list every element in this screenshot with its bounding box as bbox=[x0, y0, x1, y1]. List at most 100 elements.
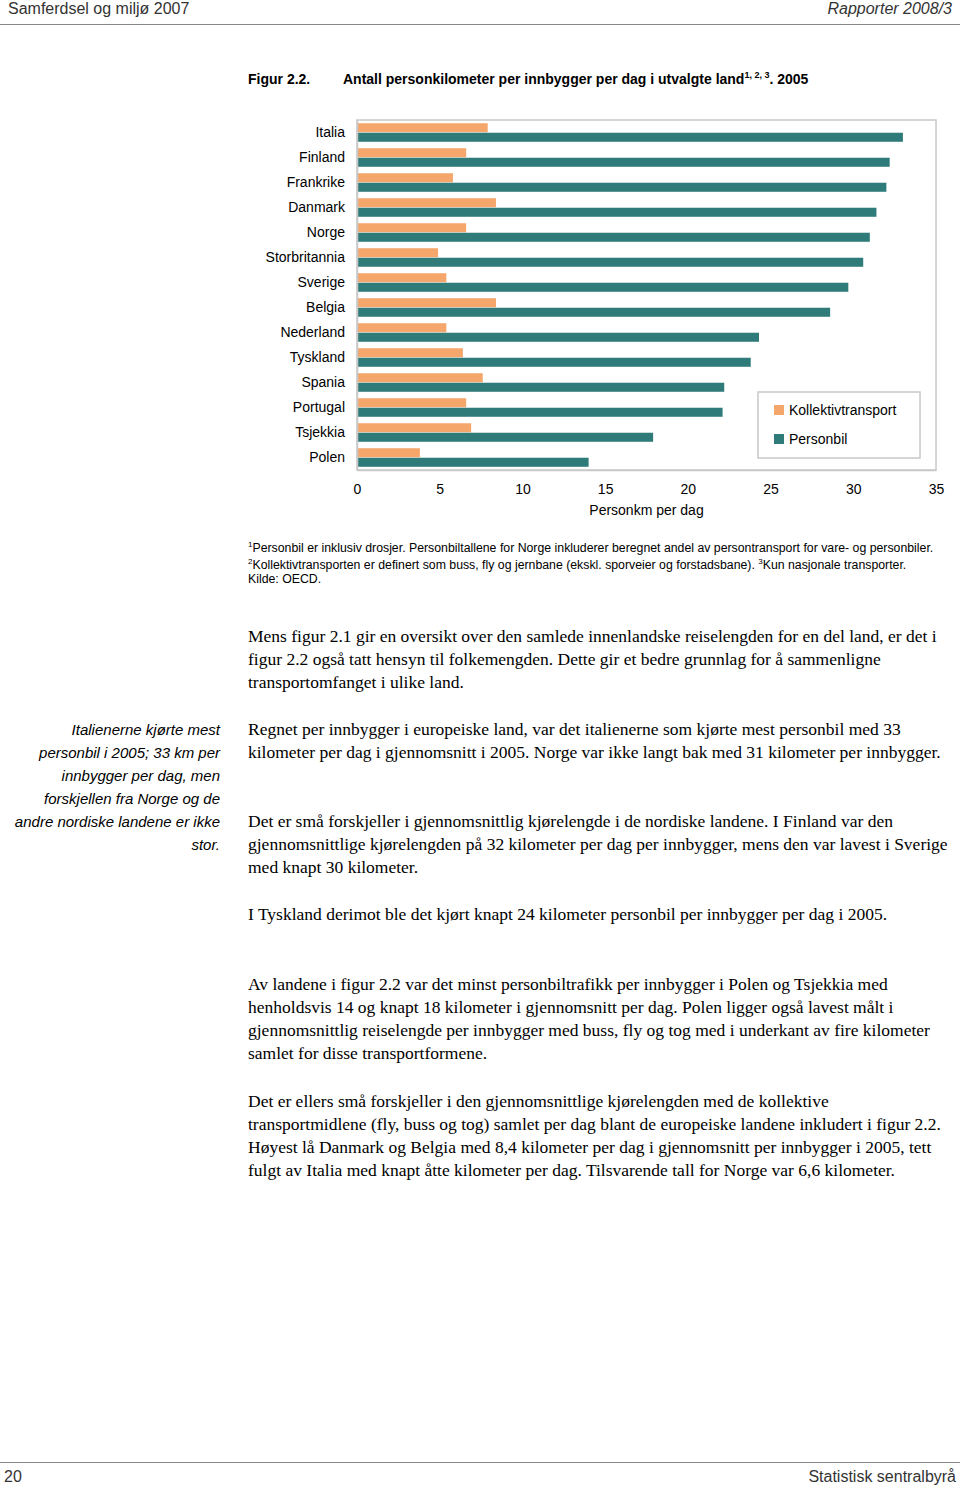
footnotes: 1Personbil er inklusiv drosjer. Personbi… bbox=[248, 538, 953, 586]
y-tick: Polen bbox=[309, 449, 357, 465]
bar bbox=[357, 308, 830, 317]
header-left: Samferdsel og miljø 2007 bbox=[8, 0, 189, 18]
legend-swatch bbox=[774, 434, 784, 444]
x-tick: 35 bbox=[929, 470, 945, 497]
figure-label: Figur 2.2. bbox=[248, 71, 310, 87]
bar bbox=[357, 283, 848, 292]
x-tick: 20 bbox=[681, 470, 697, 497]
y-tick-label: Tsjekkia bbox=[295, 424, 345, 440]
y-tick: Finland bbox=[299, 149, 357, 165]
y-axis-line bbox=[357, 121, 359, 471]
bar bbox=[357, 133, 903, 142]
y-tick-label: Danmark bbox=[288, 199, 346, 215]
y-axis: Italia Finland Frankrike Danmark Norge Storbr… bbox=[266, 121, 358, 471]
x-tick-label: 20 bbox=[681, 481, 697, 497]
footer-rule bbox=[0, 1462, 960, 1463]
source: Kilde: OECD. bbox=[248, 572, 321, 586]
x-tick: 10 bbox=[515, 470, 531, 497]
bar bbox=[357, 423, 471, 432]
y-tick: Frankrike bbox=[287, 174, 357, 190]
y-tick: Belgia bbox=[306, 299, 357, 315]
x-tick-label: 10 bbox=[515, 481, 531, 497]
bar bbox=[357, 273, 446, 282]
bar bbox=[357, 148, 466, 157]
paragraph: Det er ellers små forskjeller i den gjen… bbox=[248, 1090, 948, 1182]
legend-box bbox=[758, 392, 920, 458]
y-tick: Spania bbox=[301, 374, 357, 390]
paragraph: Regnet per innbygger i europeiske land, … bbox=[248, 718, 948, 764]
bar bbox=[357, 323, 446, 332]
footnote-mark: 1 bbox=[248, 540, 252, 549]
series bbox=[357, 133, 903, 467]
x-axis-line bbox=[358, 470, 937, 472]
footnote-text: Personbil er inklusiv drosjer. Personbil… bbox=[252, 541, 933, 555]
bar bbox=[357, 358, 751, 367]
bar bbox=[357, 448, 420, 457]
y-tick: Danmark bbox=[288, 199, 357, 215]
bar bbox=[357, 208, 876, 217]
footer-publisher: Statistisk sentralbyrå bbox=[808, 1468, 956, 1486]
footnote-text: Kun nasjonale transporter. bbox=[763, 558, 907, 572]
bar bbox=[357, 408, 723, 417]
bar bbox=[357, 183, 886, 192]
x-tick: 5 bbox=[436, 470, 444, 497]
x-tick-label: 15 bbox=[598, 481, 614, 497]
figure-title-sup: 1, 2, 3 bbox=[744, 70, 769, 80]
paragraph: Det er små forskjeller i gjennomsnittlig… bbox=[248, 810, 948, 879]
sidebar: Italienerne kjørte mest personbil i 2005… bbox=[10, 718, 220, 856]
y-tick-label: Storbritannia bbox=[266, 249, 346, 265]
bar bbox=[357, 298, 496, 307]
y-tick-label: Italia bbox=[315, 124, 345, 140]
paragraph: Av landene i figur 2.2 var det minst per… bbox=[248, 973, 948, 1065]
footnote-mark: 3 bbox=[758, 557, 762, 566]
y-tick-label: Polen bbox=[309, 449, 345, 465]
bar bbox=[357, 398, 466, 407]
y-tick-label: Norge bbox=[307, 224, 345, 240]
footer-page: 20 bbox=[4, 1468, 22, 1486]
y-tick-label: Frankrike bbox=[287, 174, 346, 190]
x-tick-label: 5 bbox=[436, 481, 444, 497]
x-tick: 15 bbox=[598, 470, 614, 497]
bar bbox=[357, 233, 870, 242]
header-rule bbox=[0, 24, 960, 25]
bar bbox=[357, 383, 724, 392]
bar bbox=[357, 158, 890, 167]
bar bbox=[357, 223, 466, 232]
figure-title-suffix: . 2005 bbox=[769, 71, 808, 87]
y-tick-label: Spania bbox=[301, 374, 345, 390]
bar bbox=[357, 248, 438, 257]
y-tick: Italia bbox=[315, 124, 357, 140]
bar bbox=[357, 333, 759, 342]
bar bbox=[357, 373, 483, 382]
y-tick-label: Belgia bbox=[306, 299, 345, 315]
figure-title-text: Antall personkilometer per innbygger per… bbox=[343, 71, 744, 87]
legend: KollektivtransportPersonbil bbox=[758, 392, 920, 458]
x-tick-label: 35 bbox=[929, 481, 945, 497]
legend-swatch bbox=[774, 405, 784, 415]
bar bbox=[357, 258, 863, 267]
y-tick: Norge bbox=[307, 224, 357, 240]
x-tick: 25 bbox=[763, 470, 779, 497]
x-tick: 0 bbox=[354, 470, 362, 497]
footnote-mark: 2 bbox=[248, 557, 252, 566]
y-tick: Sverige bbox=[298, 274, 357, 290]
y-tick: Tyskland bbox=[290, 349, 357, 365]
bar bbox=[357, 173, 453, 182]
paragraph: Mens figur 2.1 gir en oversikt over den … bbox=[248, 625, 948, 694]
bar bbox=[357, 348, 463, 357]
bar bbox=[357, 198, 496, 207]
y-tick-label: Finland bbox=[299, 149, 345, 165]
x-axis-title: Personkm per dag bbox=[589, 502, 703, 518]
y-tick-label: Nederland bbox=[280, 324, 345, 340]
bar bbox=[357, 123, 488, 132]
y-tick: Storbritannia bbox=[266, 249, 357, 265]
figure: Figur 2.2. Antall personkilometer per inn… bbox=[0, 0, 960, 530]
x-tick-label: 0 bbox=[354, 481, 362, 497]
bar bbox=[357, 433, 653, 442]
x-axis: 0 5 10 15 20 25 30 35 bbox=[354, 470, 945, 497]
x-tick: 30 bbox=[846, 470, 862, 497]
y-tick-label: Sverige bbox=[298, 274, 346, 290]
bars bbox=[357, 123, 903, 467]
y-tick-label: Tyskland bbox=[290, 349, 345, 365]
y-tick: Portugal bbox=[293, 399, 357, 415]
